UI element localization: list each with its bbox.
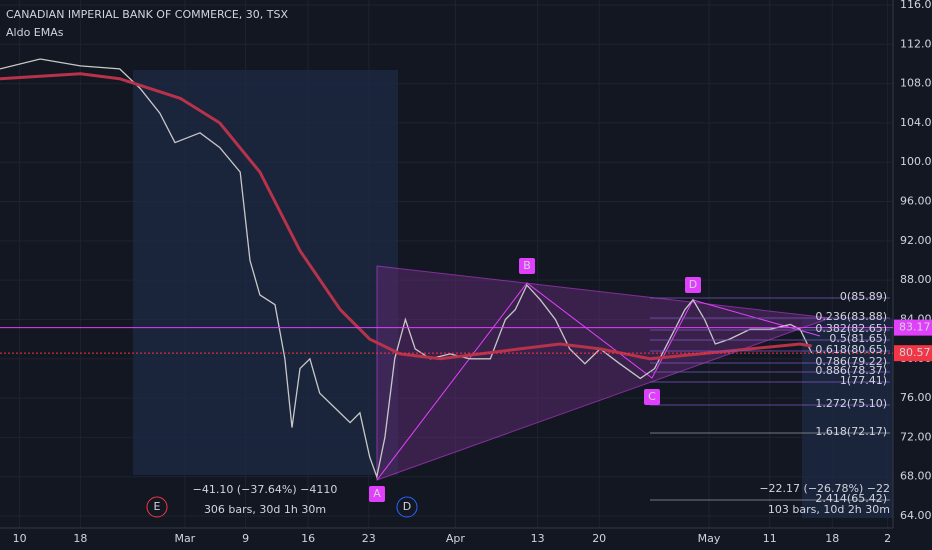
price-label-box bbox=[894, 345, 932, 362]
pattern-point-box bbox=[369, 486, 385, 502]
fib-label: 1(77.41) bbox=[840, 374, 887, 387]
x-tick-label: 11 bbox=[763, 532, 777, 545]
y-tick-label: 64.00 bbox=[900, 509, 932, 522]
y-tick-label: 72.00 bbox=[900, 430, 932, 443]
pattern-point-box bbox=[644, 389, 660, 405]
pattern-point-box bbox=[685, 277, 701, 293]
x-tick-label: 9 bbox=[242, 532, 249, 545]
y-tick-label: 92.00 bbox=[900, 234, 932, 247]
triangle-pattern bbox=[376, 265, 831, 481]
measure-label: 306 bars, 30d 1h 30m bbox=[204, 503, 326, 516]
date-range-box bbox=[133, 70, 398, 475]
x-tick-label: 18 bbox=[825, 532, 839, 545]
y-tick-label: 112.00 bbox=[900, 37, 932, 50]
y-tick-label: 68.00 bbox=[900, 470, 932, 483]
abcd-pattern bbox=[376, 282, 821, 481]
fib-label: 0.236(83.88) bbox=[815, 310, 887, 323]
chart-title: CANADIAN IMPERIAL BANK OF COMMERCE, 30, … bbox=[6, 8, 288, 21]
fib-label: 0.618(80.65) bbox=[815, 343, 887, 356]
y-tick-label: 100.00 bbox=[900, 155, 932, 168]
pattern-point-label: D bbox=[403, 500, 411, 513]
x-tick-label: Apr bbox=[446, 532, 466, 545]
y-tick-label: 116.00 bbox=[900, 0, 932, 11]
x-tick-label: 16 bbox=[301, 532, 315, 545]
y-tick-label: 108.00 bbox=[900, 77, 932, 90]
x-tick-label: Mar bbox=[174, 532, 195, 545]
x-tick-label: 20 bbox=[592, 532, 606, 545]
price-label-box bbox=[894, 319, 932, 336]
price-line bbox=[0, 72, 812, 361]
fib-label: 0.5(81.65) bbox=[829, 332, 887, 345]
indicator-label: Aldo EMAs bbox=[6, 26, 64, 39]
pattern-point-label: D bbox=[689, 278, 697, 291]
event-marker bbox=[146, 496, 168, 518]
x-tick-label: May bbox=[698, 532, 721, 545]
x-tick-label: 13 bbox=[531, 532, 545, 545]
fib-label: 1.272(75.10) bbox=[815, 397, 887, 410]
x-tick-label: 18 bbox=[73, 532, 87, 545]
price-label: 83.17 bbox=[899, 321, 931, 334]
fib-label: 2.414(65.42) bbox=[815, 492, 887, 505]
price-line bbox=[0, 58, 813, 480]
fib-label: 0.886(78.37) bbox=[815, 364, 887, 377]
fib-label: 1.618(72.17) bbox=[815, 425, 887, 438]
x-tick-label: 2 bbox=[884, 532, 891, 545]
x-tick-label: 23 bbox=[362, 532, 376, 545]
y-tick-label: 96.00 bbox=[900, 195, 932, 208]
pattern-point-label: B bbox=[523, 259, 531, 272]
price-label: 80.57 bbox=[899, 346, 931, 359]
pattern-point-label: E bbox=[154, 500, 161, 513]
x-tick-label: 10 bbox=[13, 532, 27, 545]
pattern-point-label: A bbox=[373, 487, 381, 500]
measure-label: −22.17 (−26.78%) −22 bbox=[759, 482, 890, 495]
pattern-point-box bbox=[519, 258, 535, 274]
pattern-point-label: C bbox=[648, 390, 656, 403]
y-tick-label: 88.00 bbox=[900, 273, 932, 286]
fib-label: 0.786(79.22) bbox=[815, 355, 887, 368]
y-tick-label: 104.00 bbox=[900, 116, 932, 129]
fib-label: 0(85.89) bbox=[840, 290, 887, 303]
measure-label: 103 bars, 10d 2h 30m bbox=[768, 503, 890, 516]
y-tick-label: 76.00 bbox=[900, 391, 932, 404]
fib-label: 0.382(82.65) bbox=[815, 322, 887, 335]
measure-label: −41.10 (−37.64%) −4110 bbox=[193, 483, 338, 496]
event-marker bbox=[396, 496, 418, 518]
